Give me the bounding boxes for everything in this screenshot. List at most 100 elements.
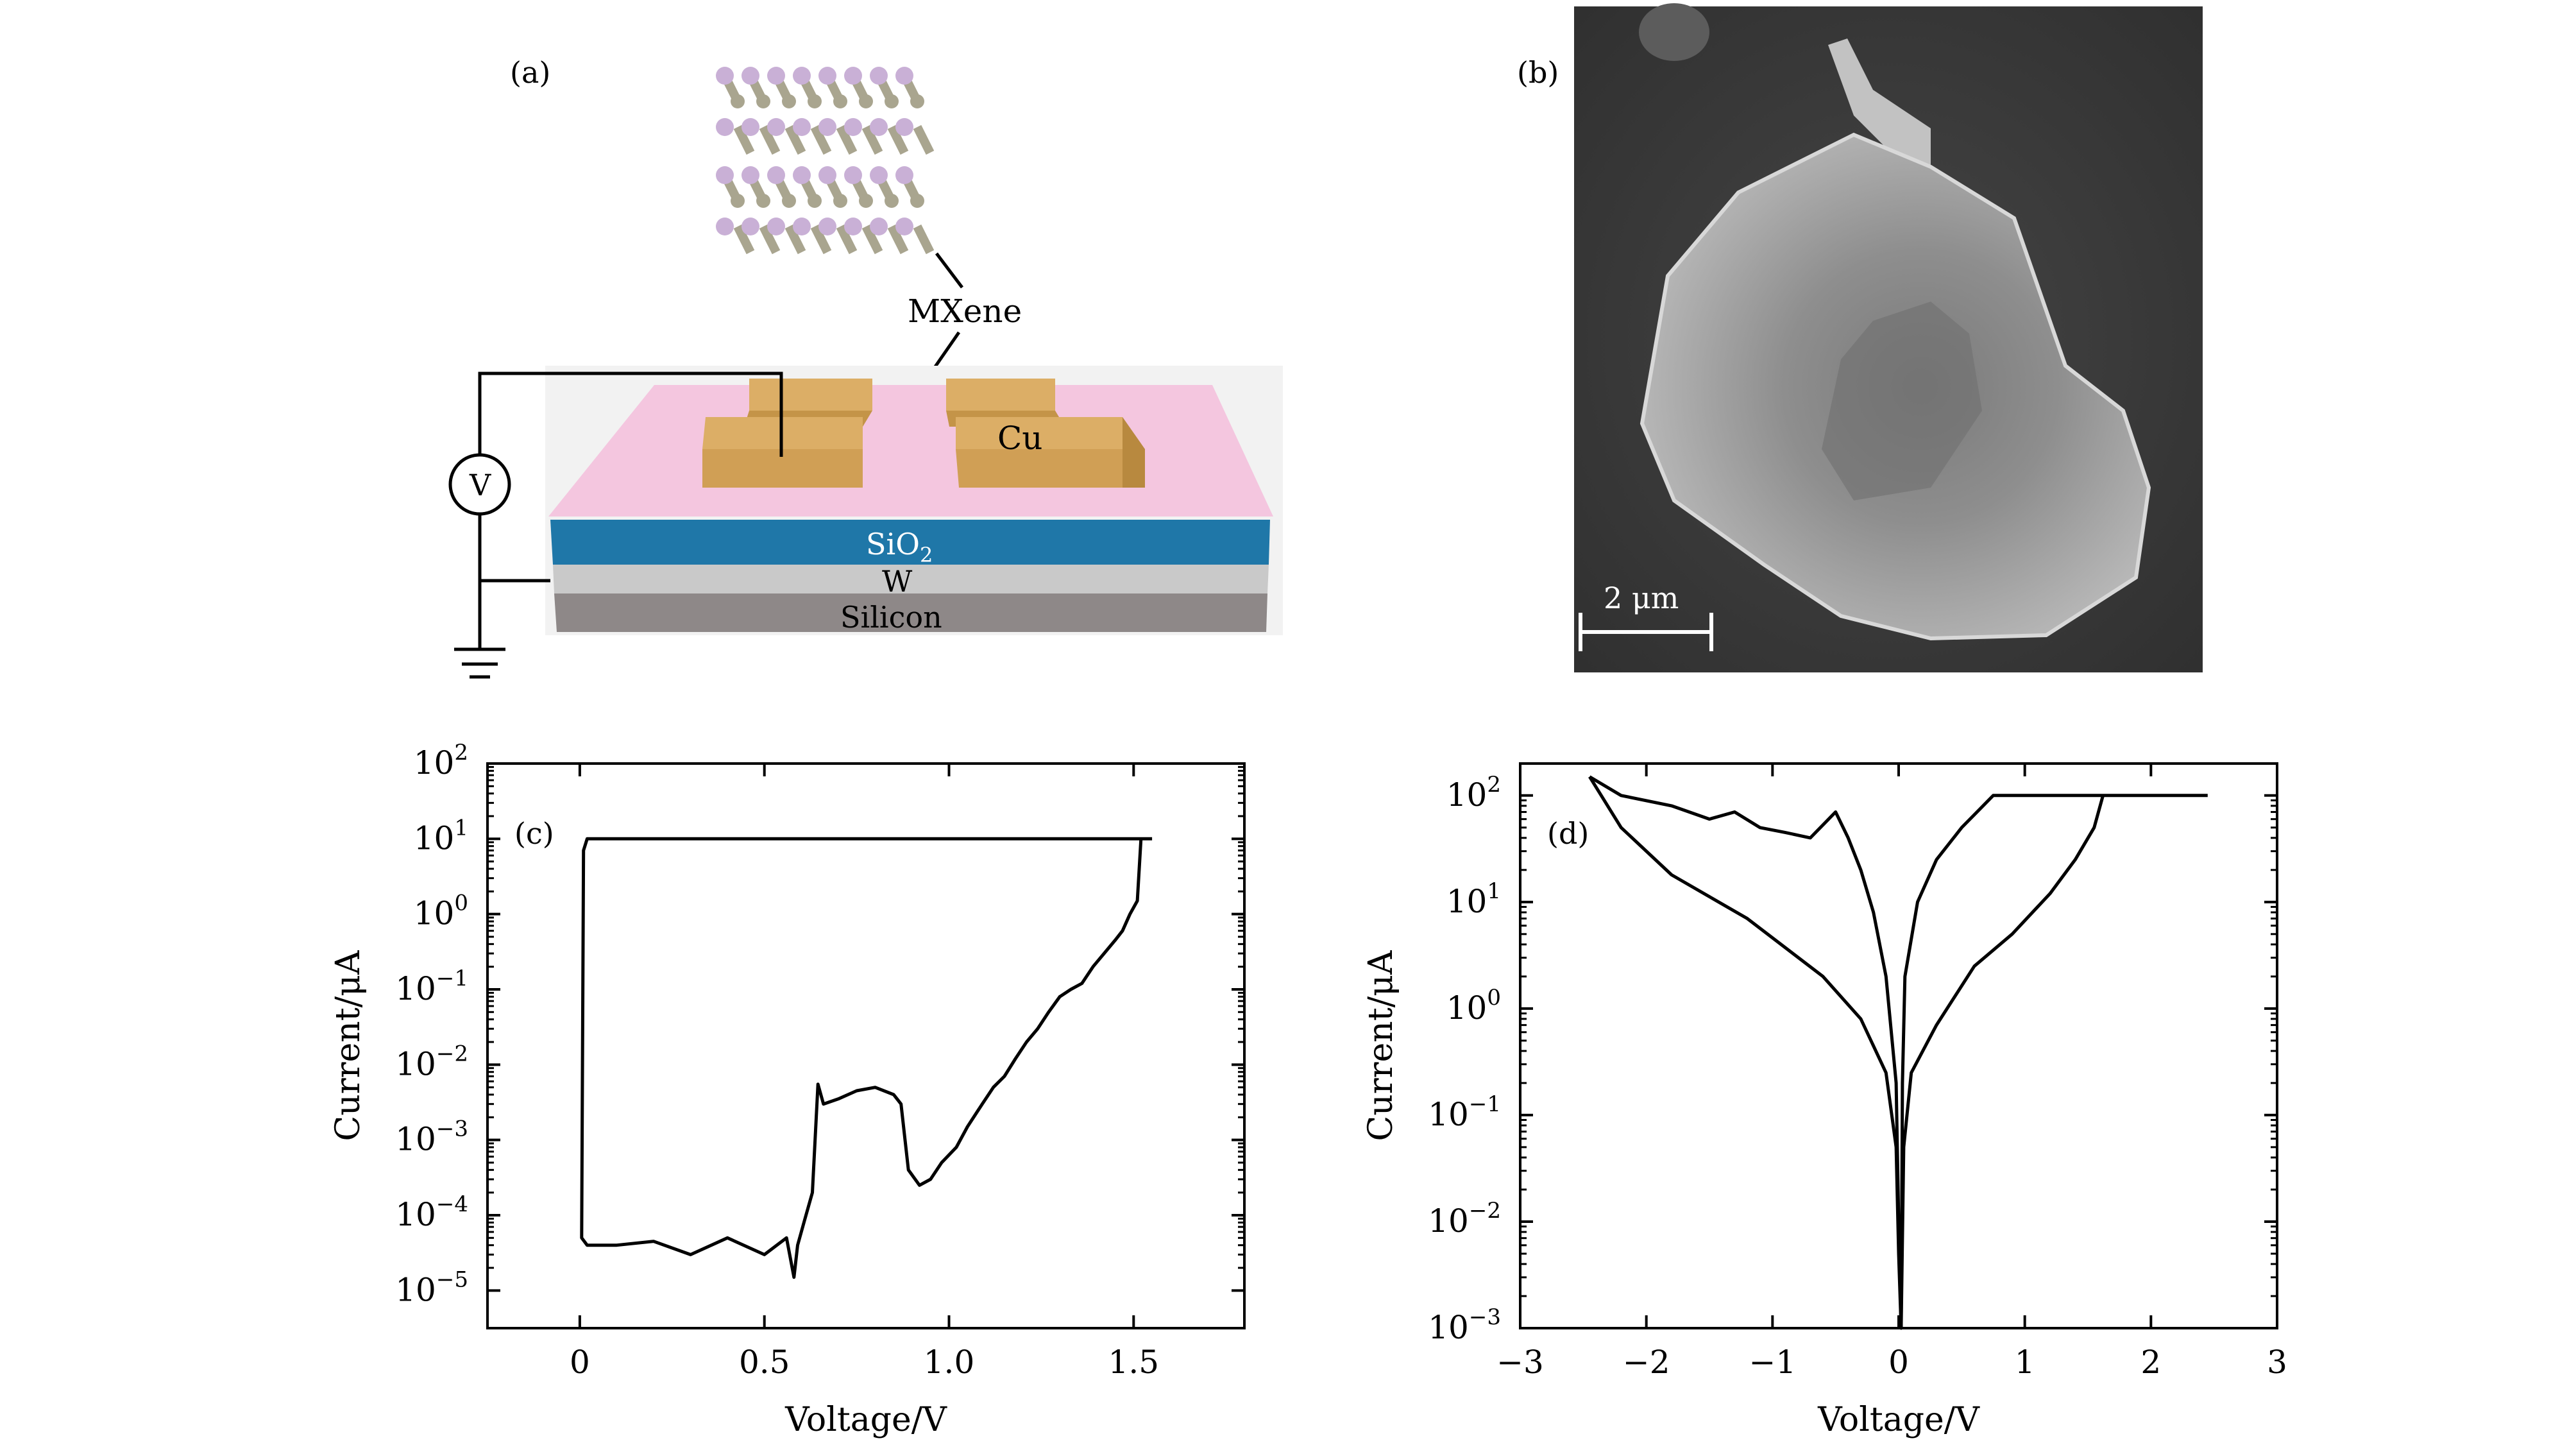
- panel-c-label: (c): [514, 816, 554, 851]
- y-axis-label: Current/μA: [329, 950, 368, 1141]
- y-tick-label: 10−1: [395, 966, 468, 1007]
- crystal-atom-x: [808, 94, 822, 108]
- voltmeter-label: V: [469, 468, 491, 502]
- silicon-layer: [554, 593, 1267, 632]
- device-schematic: MXene Cu SiO2 W Silicon: [448, 67, 1283, 679]
- y-tick-label: 102: [414, 740, 468, 781]
- x-tick-label: −2: [1623, 1344, 1670, 1381]
- crystal-atom-m: [844, 67, 862, 85]
- crystal-atom-m: [844, 166, 862, 184]
- sem-flake-shadow: [1822, 302, 1982, 500]
- crystal-atom-m: [716, 166, 734, 184]
- crystal-bond: [887, 224, 909, 255]
- crystal-bond: [759, 224, 781, 255]
- crystal-atom-m: [793, 166, 811, 184]
- crystal-atom-m: [818, 166, 836, 184]
- x-tick-label: 1.0: [924, 1344, 975, 1381]
- sem-micrograph: 2 μm: [1574, 3, 2203, 672]
- y-tick-label: 10−4: [395, 1191, 468, 1233]
- crystal-atom-m: [767, 118, 785, 136]
- crystal-atom-m: [767, 166, 785, 184]
- crystal-atom-x: [731, 94, 745, 108]
- cu-label: Cu: [997, 420, 1042, 457]
- crystal-atom-x: [782, 194, 796, 208]
- crystal-atom-x: [756, 194, 770, 208]
- mxene-label: MXene: [908, 293, 1022, 330]
- crystal-bond: [733, 224, 755, 255]
- crystal-atom-m: [716, 67, 734, 85]
- crystal-atom-x: [885, 94, 899, 108]
- y-tick-label: 10−3: [395, 1116, 468, 1158]
- series-line-1: [580, 837, 1153, 1279]
- y-axis-label: Current/μA: [1362, 950, 1400, 1141]
- y-tick-label: 101: [414, 815, 468, 857]
- crystal-atom-m: [895, 118, 913, 136]
- crystal-atom-x: [859, 94, 873, 108]
- sio2-layer: [550, 520, 1270, 565]
- crystal-atom-m: [895, 218, 913, 235]
- crystal-atom-m: [818, 118, 836, 136]
- mxene-leader-top: [935, 252, 963, 289]
- crystal-atom-m: [716, 218, 734, 235]
- sem-scalebar: [1579, 613, 1713, 651]
- crystal-atom-m: [818, 218, 836, 235]
- crystal-atom-x: [859, 194, 873, 208]
- panel-c-chart: (c) 0 0.5 1.0 1.5 10−5 10−4 10−3 10−2 10−1 100 101…: [308, 738, 1296, 1440]
- crystal-bond: [887, 124, 909, 155]
- panel-d-chart: (d) −3 −2 −1 0 1 2 3 10−3 10−2 10−1 100 101 102 Volta…: [1341, 738, 2328, 1440]
- crystal-atom-m: [741, 118, 759, 136]
- y-tick-label: 10−2: [1428, 1198, 1501, 1240]
- crystal-atom-x: [910, 194, 924, 208]
- plot-frame: [486, 762, 1246, 1329]
- crystal-bond: [836, 124, 858, 155]
- crystal-atom-x: [756, 94, 770, 108]
- crystal-atom-x: [910, 94, 924, 108]
- panel-a-device-schematic: (a) MXene Cu SiO2 W Silicon: [385, 0, 1315, 699]
- x-tick-label: 3: [2267, 1344, 2287, 1381]
- silicon-label: Silicon: [840, 600, 942, 635]
- y-tick-label: 101: [1446, 878, 1501, 920]
- x-tick-label: 0: [1888, 1344, 1909, 1381]
- crystal-bond: [810, 124, 832, 155]
- x-tick-label: 1: [2015, 1344, 2035, 1381]
- crystal-bond: [733, 124, 755, 155]
- crystal-atom-m: [767, 67, 785, 85]
- crystal-bond: [836, 224, 858, 255]
- crystal-atom-m: [741, 67, 759, 85]
- crystal-atom-m: [895, 67, 913, 85]
- crystal-atom-x: [808, 194, 822, 208]
- crystal-bond: [810, 224, 832, 255]
- x-axis-label: Voltage/V: [1817, 1401, 1980, 1439]
- x-tick-label: −3: [1496, 1344, 1544, 1381]
- crystal-atom-m: [741, 218, 759, 235]
- panel-a-label: (a): [510, 55, 551, 90]
- crystal-bond: [759, 124, 781, 155]
- panel-b-sem-image: (b) 2 μm: [1517, 0, 2245, 680]
- y-tick-label: 10−5: [395, 1267, 468, 1308]
- crystal-atom-m: [870, 218, 888, 235]
- pink-top-surface: [548, 385, 1273, 517]
- y-tick-label: 102: [1446, 772, 1501, 814]
- voltmeter-symbol: [448, 453, 511, 516]
- w-layer: [553, 565, 1269, 593]
- crystal-bond: [913, 124, 935, 155]
- chart-d: −3 −2 −1 0 1 2 3 10−3 10−2 10−1 100 101 102 Voltage/V…: [1362, 762, 2287, 1439]
- crystal-atom-m: [895, 166, 913, 184]
- crystal-atom-m: [793, 118, 811, 136]
- mxene-crystal-structure: [716, 67, 935, 255]
- crystal-atom-m: [716, 118, 734, 136]
- crystal-atom-m: [767, 218, 785, 235]
- x-tick-label: 0.5: [739, 1344, 790, 1381]
- crystal-atom-m: [818, 67, 836, 85]
- crystal-atom-m: [793, 67, 811, 85]
- crystal-bond: [913, 224, 935, 255]
- sem-debris: [1639, 3, 1709, 61]
- crystal-bond: [784, 124, 806, 155]
- crystal-atom-m: [870, 67, 888, 85]
- crystal-atom-m: [870, 166, 888, 184]
- w-label: W: [882, 564, 913, 599]
- panel-d-label: (d): [1547, 816, 1589, 851]
- y-tick-label: 10−2: [395, 1041, 468, 1082]
- crystal-bond: [784, 224, 806, 255]
- y-tick-label: 10−3: [1428, 1304, 1501, 1346]
